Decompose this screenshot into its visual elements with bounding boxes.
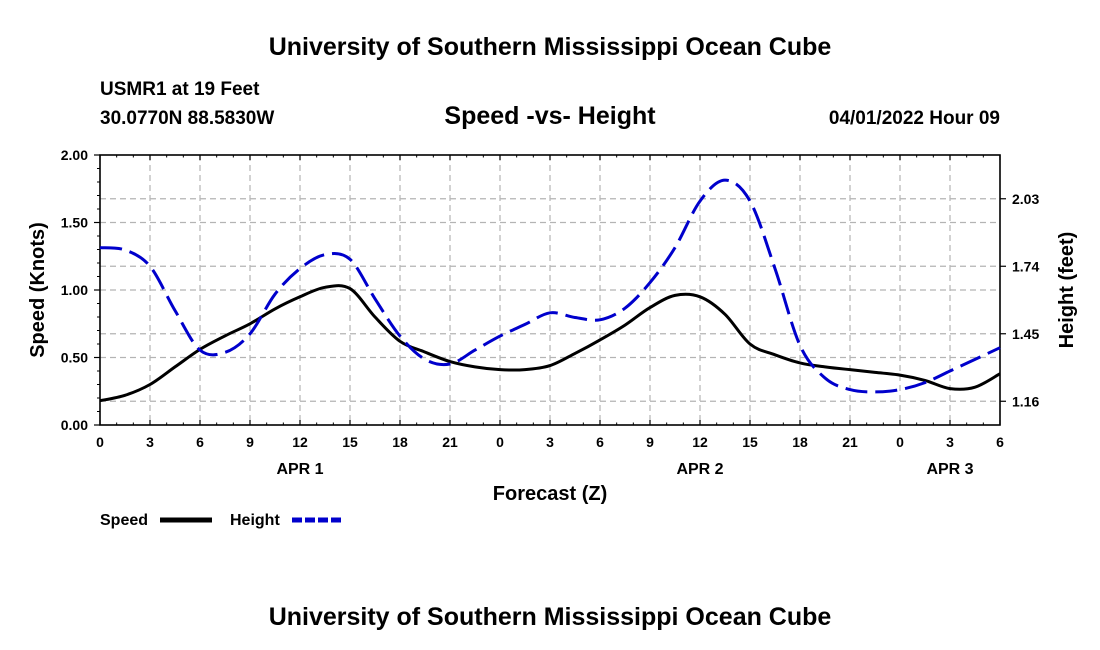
x-tick-label: 21: [842, 434, 858, 450]
grid: [100, 155, 1000, 425]
y2-tick-label: 1.74: [1012, 258, 1039, 274]
height-series-line: [99, 178, 1001, 394]
x-tick-label: 3: [946, 434, 954, 450]
x-tick-label: 18: [792, 434, 808, 450]
x-tick-label: 18: [392, 434, 408, 450]
x-tick-label: 6: [196, 434, 204, 450]
x-tick-label: 3: [546, 434, 554, 450]
x-tick-label: 15: [342, 434, 358, 450]
footer-title: University of Southern Mississippi Ocean…: [269, 603, 832, 631]
y2-tick-label: 1.16: [1012, 393, 1039, 409]
y-tick-label: 1.00: [61, 282, 88, 298]
chart-title: Speed -vs- Height: [444, 102, 656, 130]
y2-axis-label: Height (feet): [1056, 232, 1078, 349]
y2-tick-label: 2.03: [1012, 191, 1039, 207]
x-axis-label: Forecast (Z): [493, 483, 607, 505]
x-tick-label: 0: [896, 434, 904, 450]
x-tick-label: 0: [496, 434, 504, 450]
ticks: 0 3 6 9 12 15 18 21 0 3 6 9 12 15 18 21 0 3 6 APR 1 APR 2 APR…: [61, 147, 1040, 478]
x-tick-label: 3: [146, 434, 154, 450]
station-location: 30.0770N 88.5830W: [100, 108, 274, 129]
legend-speed-label: Speed: [100, 512, 148, 529]
page-title: University of Southern Mississippi Ocean…: [269, 33, 832, 61]
x-tick-label: 9: [646, 434, 654, 450]
y-tick-label: 0.50: [61, 350, 88, 366]
x-tick-label: 12: [292, 434, 308, 450]
x-tick-label: 6: [596, 434, 604, 450]
y-tick-label: 1.50: [61, 215, 88, 231]
y-axis-label: Speed (Knots): [27, 222, 49, 358]
x-tick-label: 0: [96, 434, 104, 450]
x-tick-label: 6: [996, 434, 1004, 450]
x-tick-label: 15: [742, 434, 758, 450]
y-tick-label: 0.00: [61, 417, 88, 433]
speed-series-line: [99, 284, 1001, 403]
x-tick-label: 21: [442, 434, 458, 450]
date-label: APR 2: [676, 461, 723, 478]
date-label: APR 1: [276, 461, 323, 478]
y-tick-label: 2.00: [61, 147, 88, 163]
station-label: USMR1 at 19 Feet: [100, 79, 260, 100]
x-tick-label: 12: [692, 434, 708, 450]
date-label: APR 3: [926, 461, 973, 478]
legend-height-label: Height: [230, 512, 280, 529]
series-group: [99, 178, 1001, 403]
forecast-timestamp: 04/01/2022 Hour 09: [829, 108, 1000, 129]
y2-tick-label: 1.45: [1012, 326, 1039, 342]
legend: Speed Height: [100, 512, 342, 529]
x-tick-label: 9: [246, 434, 254, 450]
